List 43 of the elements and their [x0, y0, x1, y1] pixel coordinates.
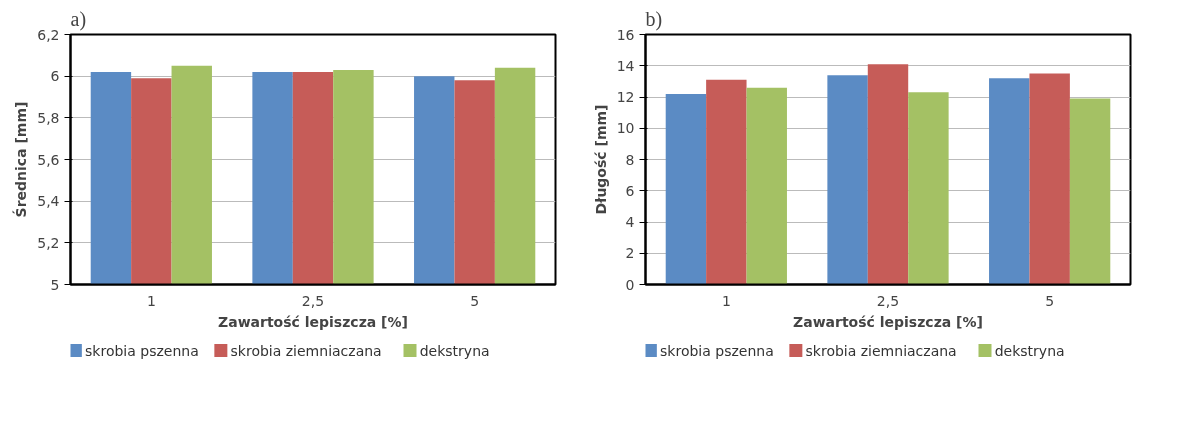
x-tick-label: 5	[1045, 292, 1055, 309]
x-tick-label: 1	[721, 292, 731, 309]
x-tick-label: 2,5	[876, 292, 900, 309]
legend-label: dekstryna	[994, 342, 1065, 359]
x-tick-label: 5	[470, 292, 480, 309]
legend-label: dekstryna	[419, 342, 490, 359]
x-axis-title: Zawartość lepiszcza [%]	[218, 313, 408, 330]
bar	[665, 93, 707, 285]
y-tick-label: 5,4	[37, 193, 60, 210]
legend-label: skrobia ziemniaczana	[805, 342, 957, 359]
y-tick-label: 8	[625, 151, 635, 168]
bar	[1069, 98, 1111, 285]
y-tick-label: 5,8	[37, 109, 60, 126]
bar	[746, 87, 787, 285]
y-tick-label: 10	[616, 120, 635, 137]
chart-title: b)	[645, 7, 663, 31]
y-tick-label: 14	[616, 57, 635, 74]
y-tick-label: 12	[616, 89, 635, 105]
y-tick-label: 2	[625, 245, 635, 262]
y-tick-label: 4	[625, 214, 635, 230]
bar	[989, 78, 1030, 285]
y-tick-label: 6	[50, 68, 60, 85]
x-axis-title: Zawartość lepiszcza [%]	[793, 313, 983, 330]
y-tick-label: 6	[625, 182, 635, 199]
legend-label: skrobia ziemniaczana	[230, 342, 382, 359]
bar	[827, 75, 868, 285]
y-tick-label: 6,2	[37, 26, 60, 43]
y-axis-title: Długość [mm]	[592, 104, 609, 215]
x-tick-label: 1	[146, 292, 156, 309]
bar	[908, 92, 949, 285]
chart-title: a)	[70, 7, 87, 31]
bar	[706, 79, 747, 285]
y-axis-title: Średnica [mm]	[12, 101, 30, 218]
x-tick-label: 2,5	[301, 292, 325, 309]
y-tick-label: 5,2	[37, 234, 60, 251]
bar	[1029, 73, 1070, 285]
y-tick-label: 5	[50, 276, 60, 293]
bar	[867, 64, 909, 285]
y-tick-label: 0	[625, 276, 635, 293]
legend-label: skrobia pszenna	[660, 342, 774, 359]
legend-label: skrobia pszenna	[85, 342, 199, 359]
y-tick-label: 16	[616, 26, 635, 43]
y-tick-label: 5,6	[37, 151, 60, 168]
